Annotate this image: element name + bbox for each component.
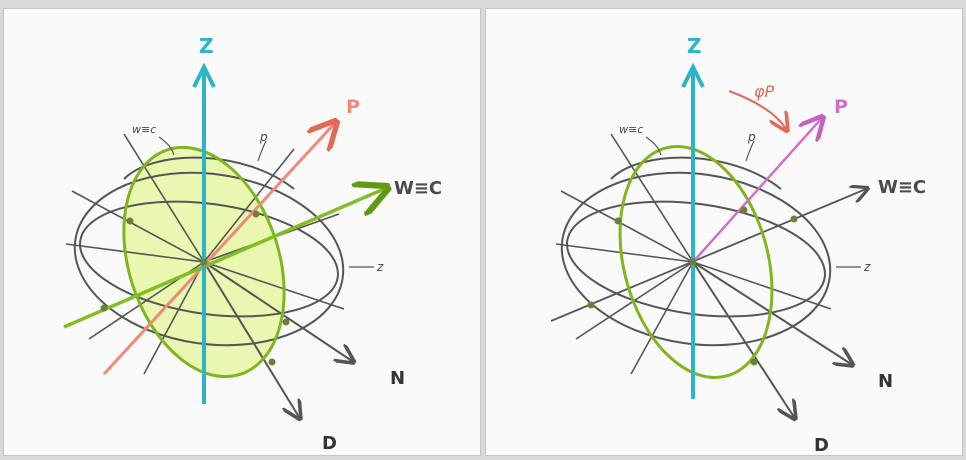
wec-circle-label: w≡c	[132, 123, 156, 136]
horizon-circle-inner	[566, 200, 826, 318]
p-axis	[102, 124, 334, 376]
d-axis	[692, 261, 794, 417]
d-axis-label: D	[814, 435, 829, 456]
wec-great-circle	[122, 145, 286, 379]
z-circle-label: z	[376, 260, 384, 274]
d-axis	[203, 261, 299, 417]
wec-axis-label: W≡C	[394, 178, 442, 199]
n-axis-label: N	[390, 368, 405, 389]
n-axis-label: N	[878, 371, 893, 392]
horizon-circle-outer	[560, 171, 832, 347]
diagram-panel-left: Z P W≡C N D w≡c p z	[3, 8, 481, 456]
intersection-points	[100, 210, 290, 366]
sphere-meridian	[610, 156, 782, 190]
radial-lines	[555, 133, 832, 375]
wec-great-circle	[618, 145, 774, 379]
diagram-panel-right: Z φP P W≡C N D w≡c p z	[485, 8, 963, 456]
intersection-points	[587, 206, 798, 366]
sphere-meridian	[123, 156, 295, 190]
rotation-angle-arrow	[728, 90, 786, 129]
n-axis	[203, 261, 352, 361]
n-axis	[692, 261, 851, 364]
horizon-circle-outer	[73, 171, 345, 347]
z-axis-label: Z	[199, 34, 214, 58]
p-axis-label: P	[346, 96, 360, 118]
d-axis-label: D	[322, 433, 337, 454]
p-circle-label: p	[259, 130, 268, 144]
p-circle-label: p	[747, 130, 756, 144]
sphere-diagram-left: Z P W≡C N D w≡c p z	[63, 34, 442, 454]
angle-label: φP	[754, 82, 775, 101]
sphere-circles	[73, 156, 345, 347]
z-axis-label: Z	[687, 34, 702, 58]
wec-axis	[550, 189, 866, 322]
sphere-diagram-right: Z φP P W≡C N D w≡c p z	[550, 34, 926, 456]
p-axis	[692, 119, 821, 263]
sphere-circles	[560, 156, 832, 347]
wec-circle-label: w≡c	[619, 123, 643, 136]
horizon-circle-inner	[79, 200, 339, 318]
leader-lines	[158, 136, 374, 268]
wec-axis	[63, 189, 384, 329]
z-axis-arrowhead	[681, 62, 705, 88]
z-axis-arrowhead	[192, 62, 216, 88]
p-axis-label: P	[834, 96, 848, 118]
leader-lines	[645, 136, 861, 268]
z-circle-label: z	[863, 260, 871, 274]
wec-axis-label: W≡C	[878, 177, 926, 198]
